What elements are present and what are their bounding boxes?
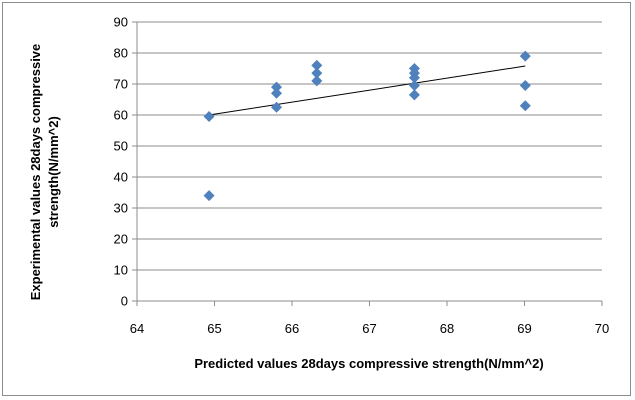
data-point [519, 100, 531, 112]
data-point [203, 111, 215, 123]
y-tick-label: 20 [114, 232, 128, 247]
data-point [271, 81, 282, 93]
x-tick-labels: 64 65 66 67 68 69 70 [130, 321, 609, 336]
data-point [408, 72, 420, 84]
y-tick-label: 60 [114, 108, 128, 123]
y-tick-label: 30 [114, 201, 128, 216]
data-point [408, 80, 420, 92]
data-point [519, 80, 531, 92]
data-point [408, 89, 420, 101]
y-tick-label: 90 [114, 15, 128, 30]
data-point [271, 101, 282, 113]
x-tick-label: 70 [595, 321, 609, 336]
x-tick-label: 66 [285, 321, 299, 336]
x-tick-label: 64 [130, 321, 144, 336]
y-tick-label: 40 [114, 170, 128, 185]
data-point [311, 75, 323, 87]
x-tick-label: 69 [517, 321, 531, 336]
y-tick-label: 10 [114, 263, 128, 278]
x-axis-title: Predicted values 28days compressive stre… [194, 356, 543, 371]
axes [132, 21, 603, 306]
data-points [203, 50, 531, 202]
y-tick-label: 70 [114, 77, 128, 92]
trendline-group [208, 65, 526, 116]
y-axis-title-line-1: Experimental values 28days compressive [28, 44, 43, 301]
y-tick-labels: 0 10 20 30 40 50 60 70 80 90 [114, 15, 128, 309]
x-tick-label: 67 [362, 321, 376, 336]
gridlines [137, 21, 602, 271]
x-tick-label: 65 [207, 321, 221, 336]
x-tick-label: 68 [440, 321, 454, 336]
y-axis-title-line-2: strength(N/mm^2) [46, 116, 61, 228]
y-tick-label: 0 [121, 294, 128, 309]
y-tick-label: 80 [114, 46, 128, 61]
data-point [311, 59, 323, 71]
y-tick-label: 50 [114, 139, 128, 154]
data-point [519, 50, 531, 62]
data-point [203, 190, 215, 202]
data-point [311, 67, 323, 79]
data-point [271, 87, 282, 99]
trendline [208, 65, 526, 116]
